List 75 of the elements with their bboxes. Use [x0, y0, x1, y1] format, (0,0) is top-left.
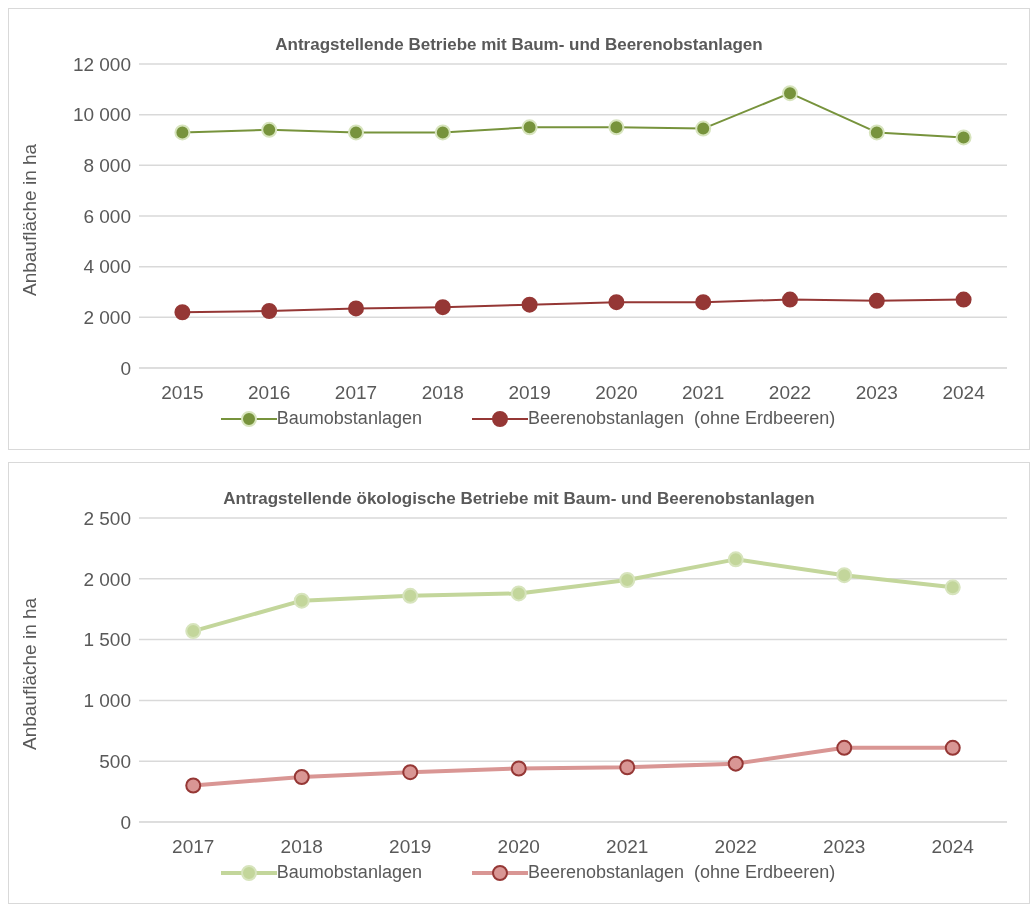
y-tick-label: 8 000 — [83, 155, 131, 177]
point — [608, 294, 625, 311]
x-tick-label: 2019 — [508, 382, 551, 404]
point — [727, 551, 744, 568]
point — [944, 579, 961, 596]
chart-title: Antragstellende Betriebe mit Baum- und Beerenobstanlagen — [274, 35, 764, 55]
y-tick-label: 2 000 — [83, 307, 131, 329]
x-tick-label: 2022 — [714, 836, 757, 858]
y-axis-title: Anbaufläche in ha — [18, 143, 40, 296]
point — [510, 760, 527, 777]
legend-label: Beerenobstanlagen (ohne Erdbeeren) — [527, 408, 836, 429]
x-tick-label: 2024 — [931, 836, 975, 858]
point — [434, 124, 451, 141]
x-tick-label: 2020 — [497, 836, 540, 858]
y-tick-label: 6 000 — [83, 205, 131, 227]
point — [836, 567, 853, 584]
y-tick-label: 4 000 — [83, 256, 131, 278]
point — [510, 585, 527, 602]
point — [836, 739, 853, 756]
x-tick-label: 2023 — [855, 382, 898, 404]
point — [868, 292, 885, 309]
point — [521, 119, 538, 136]
y-tick-label: 0 — [120, 811, 131, 833]
x-tick-label: 2018 — [421, 382, 464, 404]
y-tick-label: 12 000 — [72, 53, 131, 75]
point — [619, 572, 636, 589]
point — [185, 777, 202, 794]
point — [608, 119, 625, 136]
point — [868, 124, 885, 141]
point — [782, 291, 798, 308]
point — [695, 120, 712, 137]
x-tick-label: 2020 — [595, 382, 638, 404]
x-tick-label: 2023 — [823, 836, 866, 858]
point — [348, 124, 364, 141]
x-tick-label: 2021 — [682, 382, 725, 404]
point — [434, 299, 451, 316]
point — [402, 587, 419, 604]
x-tick-label: 2015 — [161, 382, 204, 404]
x-tick-label: 2022 — [768, 382, 812, 404]
point — [695, 294, 712, 311]
legend-label: Baumobstanlagen — [276, 862, 422, 883]
point — [293, 592, 310, 609]
point — [174, 124, 191, 141]
point — [944, 739, 961, 756]
point — [185, 623, 202, 640]
point — [174, 304, 191, 321]
point — [955, 129, 972, 146]
x-tick-label: 2021 — [606, 836, 649, 858]
x-tick-label: 2024 — [942, 382, 986, 404]
legend-label: Beerenobstanlagen (ohne Erdbeeren) — [527, 862, 836, 883]
point — [261, 121, 278, 138]
x-tick-label: 2018 — [280, 836, 323, 858]
y-tick-label: 1 500 — [83, 629, 131, 651]
y-tick-label: 2 500 — [83, 507, 131, 529]
x-tick-label: 2017 — [172, 836, 215, 858]
point — [293, 769, 310, 786]
x-tick-label: 2016 — [248, 382, 291, 404]
chart-title: Antragstellende ökologische Betriebe mit Baum- und Beerenobstanlagen — [222, 489, 816, 509]
point — [619, 759, 636, 776]
point — [348, 300, 364, 317]
y-tick-label: 0 — [120, 357, 131, 379]
point — [727, 755, 744, 772]
y-tick-label: 1 000 — [83, 690, 131, 712]
legend-label: Baumobstanlagen — [276, 408, 422, 429]
point — [955, 291, 972, 308]
y-axis-title: Anbaufläche in ha — [18, 597, 40, 750]
x-tick-label: 2019 — [389, 836, 432, 858]
x-tick-label: 2017 — [334, 382, 378, 404]
y-tick-label: 10 000 — [72, 104, 131, 126]
point — [782, 85, 798, 102]
y-tick-label: 2 000 — [83, 568, 131, 590]
y-tick-label: 500 — [99, 750, 131, 772]
point — [402, 764, 419, 781]
point — [521, 296, 538, 313]
point — [261, 303, 278, 319]
